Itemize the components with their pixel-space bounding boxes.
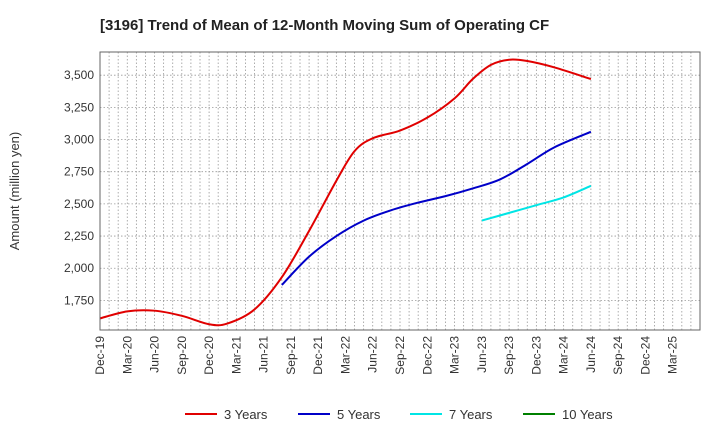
y-tick-label: 3,000 [64, 133, 94, 147]
x-tick-label: Sep-20 [175, 336, 189, 375]
x-tick-label: Jun-21 [257, 336, 271, 373]
x-tick-label: Jun-22 [366, 336, 380, 373]
x-tick-label: Mar-25 [666, 336, 680, 374]
x-tick-label: Mar-22 [338, 336, 352, 374]
x-tick-label: Dec-23 [529, 336, 543, 375]
legend-label-7-years: 7 Years [449, 407, 493, 422]
plot-frame [99, 51, 701, 331]
x-tick-label: Sep-23 [502, 336, 516, 375]
series-line-3-years [99, 58, 592, 327]
legend-label-10-years: 10 Years [562, 407, 613, 422]
legend-label-3-years: 3 Years [224, 407, 268, 422]
y-tick-label: 3,250 [64, 100, 94, 114]
x-tick-label: Mar-20 [120, 336, 134, 374]
y-tick-label: 2,250 [64, 229, 94, 243]
x-tick-label: Dec-20 [202, 336, 216, 375]
x-tick-label: Jun-20 [148, 336, 162, 373]
series-line-7-years [481, 184, 592, 222]
x-tick-label: Dec-22 [420, 336, 434, 375]
y-tick-label: 2,750 [64, 165, 94, 179]
y-tick-label: 2,500 [64, 197, 94, 211]
plot-series [99, 58, 592, 327]
chart-title: [3196] Trend of Mean of 12-Month Moving … [100, 17, 549, 34]
legend-label-5-years: 5 Years [337, 407, 381, 422]
grid [100, 52, 700, 330]
x-tick-label: Sep-24 [611, 336, 625, 375]
x-tick-label: Dec-21 [311, 336, 325, 375]
x-tick-label: Mar-23 [448, 336, 462, 374]
y-tick-label: 3,500 [64, 68, 94, 82]
y-tick-label: 2,000 [64, 261, 94, 275]
y-axis-ticks: 1,750 2,000 2,250 2,500 2,750 3,000 3,250 3,500 [64, 68, 94, 307]
x-tick-label: Jun-23 [475, 336, 489, 373]
x-tick-label: Mar-24 [557, 336, 571, 374]
x-axis-ticks: Dec-19 Mar-20 Jun-20 Sep-20 Dec-20 Mar-21 Jun-… [93, 336, 680, 375]
x-tick-label: Jun-24 [584, 336, 598, 373]
x-tick-label: Sep-22 [393, 336, 407, 375]
x-tick-label: Dec-24 [638, 336, 652, 375]
y-tick-label: 1,750 [64, 293, 94, 307]
x-tick-label: Mar-21 [229, 336, 243, 374]
x-tick-label: Sep-21 [284, 336, 298, 375]
legend: 3 Years 5 Years 7 Years 10 Years [185, 407, 613, 422]
y-axis-label: Amount (million yen) [7, 132, 22, 251]
series-line-5-years [281, 130, 592, 286]
x-tick-label: Dec-19 [93, 336, 107, 375]
